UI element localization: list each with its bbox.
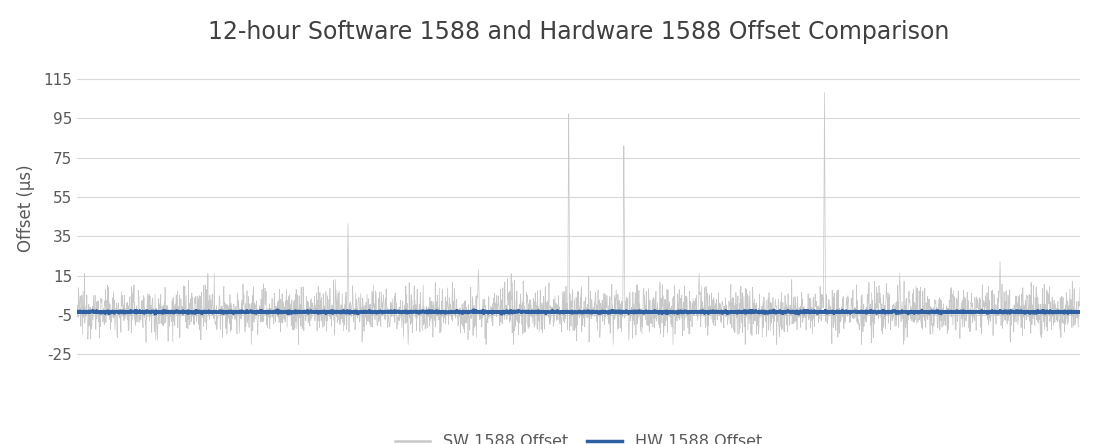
SW 1588 Offset: [185, 319, 198, 325]
HW 1588 Offset: [185, 310, 198, 315]
SW 1588 Offset: [1073, 285, 1087, 290]
SW 1588 Offset: [71, 311, 84, 316]
SW 1588 Offset: [818, 90, 831, 95]
Line: SW 1588 Offset: SW 1588 Offset: [77, 93, 1080, 345]
HW 1588 Offset: [495, 311, 508, 317]
HW 1588 Offset: [467, 307, 480, 313]
SW 1588 Offset: [499, 309, 512, 314]
SW 1588 Offset: [245, 323, 258, 329]
Legend: SW 1588 Offset, HW 1588 Offset: SW 1588 Offset, HW 1588 Offset: [388, 428, 769, 444]
HW 1588 Offset: [245, 309, 258, 314]
HW 1588 Offset: [499, 309, 512, 314]
Y-axis label: Offset (μs): Offset (μs): [17, 165, 35, 253]
SW 1588 Offset: [1055, 335, 1068, 340]
SW 1588 Offset: [947, 322, 960, 328]
HW 1588 Offset: [1055, 309, 1068, 314]
HW 1588 Offset: [1073, 309, 1087, 314]
Line: HW 1588 Offset: HW 1588 Offset: [77, 310, 1080, 314]
SW 1588 Offset: [245, 342, 258, 347]
HW 1588 Offset: [455, 310, 468, 316]
HW 1588 Offset: [947, 309, 960, 314]
Title: 12-hour Software 1588 and Hardware 1588 Offset Comparison: 12-hour Software 1588 and Hardware 1588 …: [208, 20, 949, 44]
HW 1588 Offset: [71, 309, 84, 314]
SW 1588 Offset: [455, 301, 468, 307]
